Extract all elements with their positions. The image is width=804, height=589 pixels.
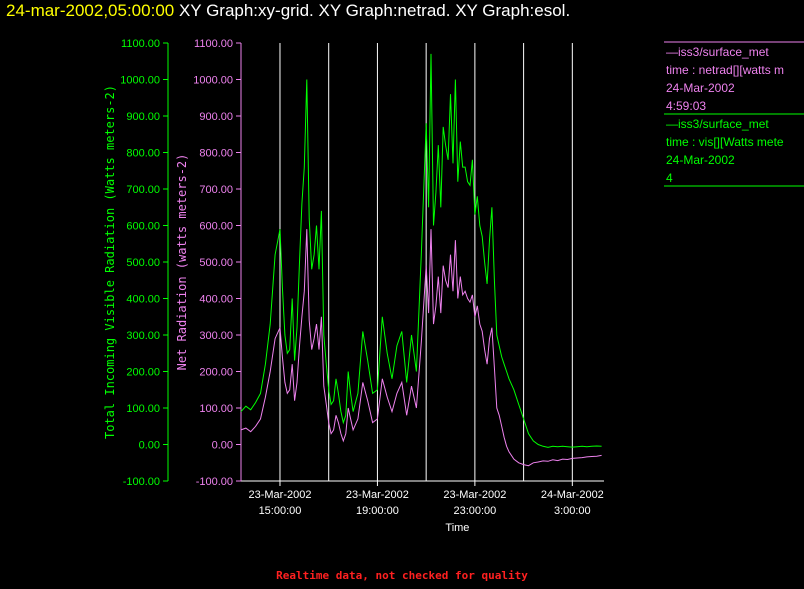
title-graph-list: XY Graph:xy-grid. XY Graph:netrad. XY Gr… xyxy=(178,1,571,20)
x-tick-label: 3:00:00 xyxy=(554,505,591,517)
netrad-tick-label: 600.00 xyxy=(199,221,233,233)
legend-entry-text: —iss3/surface_met xyxy=(666,117,769,131)
netrad-tick-label: -100.00 xyxy=(196,476,233,488)
vis-tick-label: 700.00 xyxy=(126,184,160,196)
netrad-tick-label: 0.00 xyxy=(212,440,233,452)
netrad-tick-label: 100.00 xyxy=(199,403,233,415)
x-tick-label: 19:00:00 xyxy=(356,505,399,517)
x-tick-label: 23-Mar-2002 xyxy=(346,489,409,501)
vis-tick-label: 800.00 xyxy=(126,148,160,160)
x-tick-label: 23-Mar-2002 xyxy=(248,489,311,501)
quality-note: Realtime data, not checked for quality xyxy=(276,569,528,582)
vis-tick-label: 900.00 xyxy=(126,111,160,123)
legend-entry-text: 24-Mar-2002 xyxy=(666,153,735,167)
vis-tick-label: 0.00 xyxy=(139,440,160,452)
netrad-tick-label: 200.00 xyxy=(199,367,233,379)
axes-layer: 23-Mar-2002 15:00:00 23-Mar-2002 19:00:00 23… xyxy=(103,38,604,534)
x-tick-label: 24-Mar-2002 xyxy=(541,489,604,501)
vis-tick-label: 500.00 xyxy=(126,257,160,269)
netrad-tick-label: 900.00 xyxy=(199,111,233,123)
x-tick-label: 23:00:00 xyxy=(453,505,496,517)
netrad-series-line xyxy=(240,229,602,467)
title-date: 24-mar-2002,05:00:00 xyxy=(6,1,175,20)
legend-entry-text: 4 xyxy=(666,171,673,185)
x-tick-label: 23-Mar-2002 xyxy=(443,489,506,501)
legend-entry-text: —iss3/surface_met xyxy=(666,45,769,59)
vis-tick-label: 1100.00 xyxy=(121,38,160,50)
netrad-tick-label: 400.00 xyxy=(199,294,233,306)
legend-entry-text: time : netrad[][watts m xyxy=(666,63,784,77)
netrad-tick-label: 800.00 xyxy=(199,148,233,160)
netrad-tick-label: 500.00 xyxy=(199,257,233,269)
grid-layer xyxy=(279,43,573,481)
x-tick-label: 15:00:00 xyxy=(259,505,302,517)
legend-entry-text: time : vis[][Watts mete xyxy=(666,135,784,149)
legend-entry-text: 24-Mar-2002 xyxy=(666,81,735,95)
vis-axis-title: Total Incoming Visible Radiation (Watts … xyxy=(103,85,117,439)
netrad-tick-label: 300.00 xyxy=(199,330,233,342)
series-layer xyxy=(240,53,602,467)
vis-tick-label: 600.00 xyxy=(126,221,160,233)
vis-tick-label: 300.00 xyxy=(126,330,160,342)
x-axis-title: Time xyxy=(445,522,469,534)
netrad-tick-label: 1000.00 xyxy=(193,75,233,87)
vis-tick-label: 100.00 xyxy=(126,403,160,415)
vis-tick-label: 1000.00 xyxy=(120,75,160,87)
vis-tick-label: -100.00 xyxy=(123,476,160,488)
netrad-tick-label: 700.00 xyxy=(199,184,233,196)
legend-entry-text: 4:59:03 xyxy=(666,99,706,113)
title-bar: 24-mar-2002,05:00:00 XY Graph:xy-grid. X… xyxy=(6,1,570,21)
vis-series-line xyxy=(240,53,602,448)
netrad-tick-label: 1100.00 xyxy=(194,38,233,50)
vis-tick-label: 400.00 xyxy=(126,294,160,306)
netrad-axis-title: Net Radiation (watts meters-2) xyxy=(175,154,189,371)
vis-tick-label: 200.00 xyxy=(126,367,160,379)
